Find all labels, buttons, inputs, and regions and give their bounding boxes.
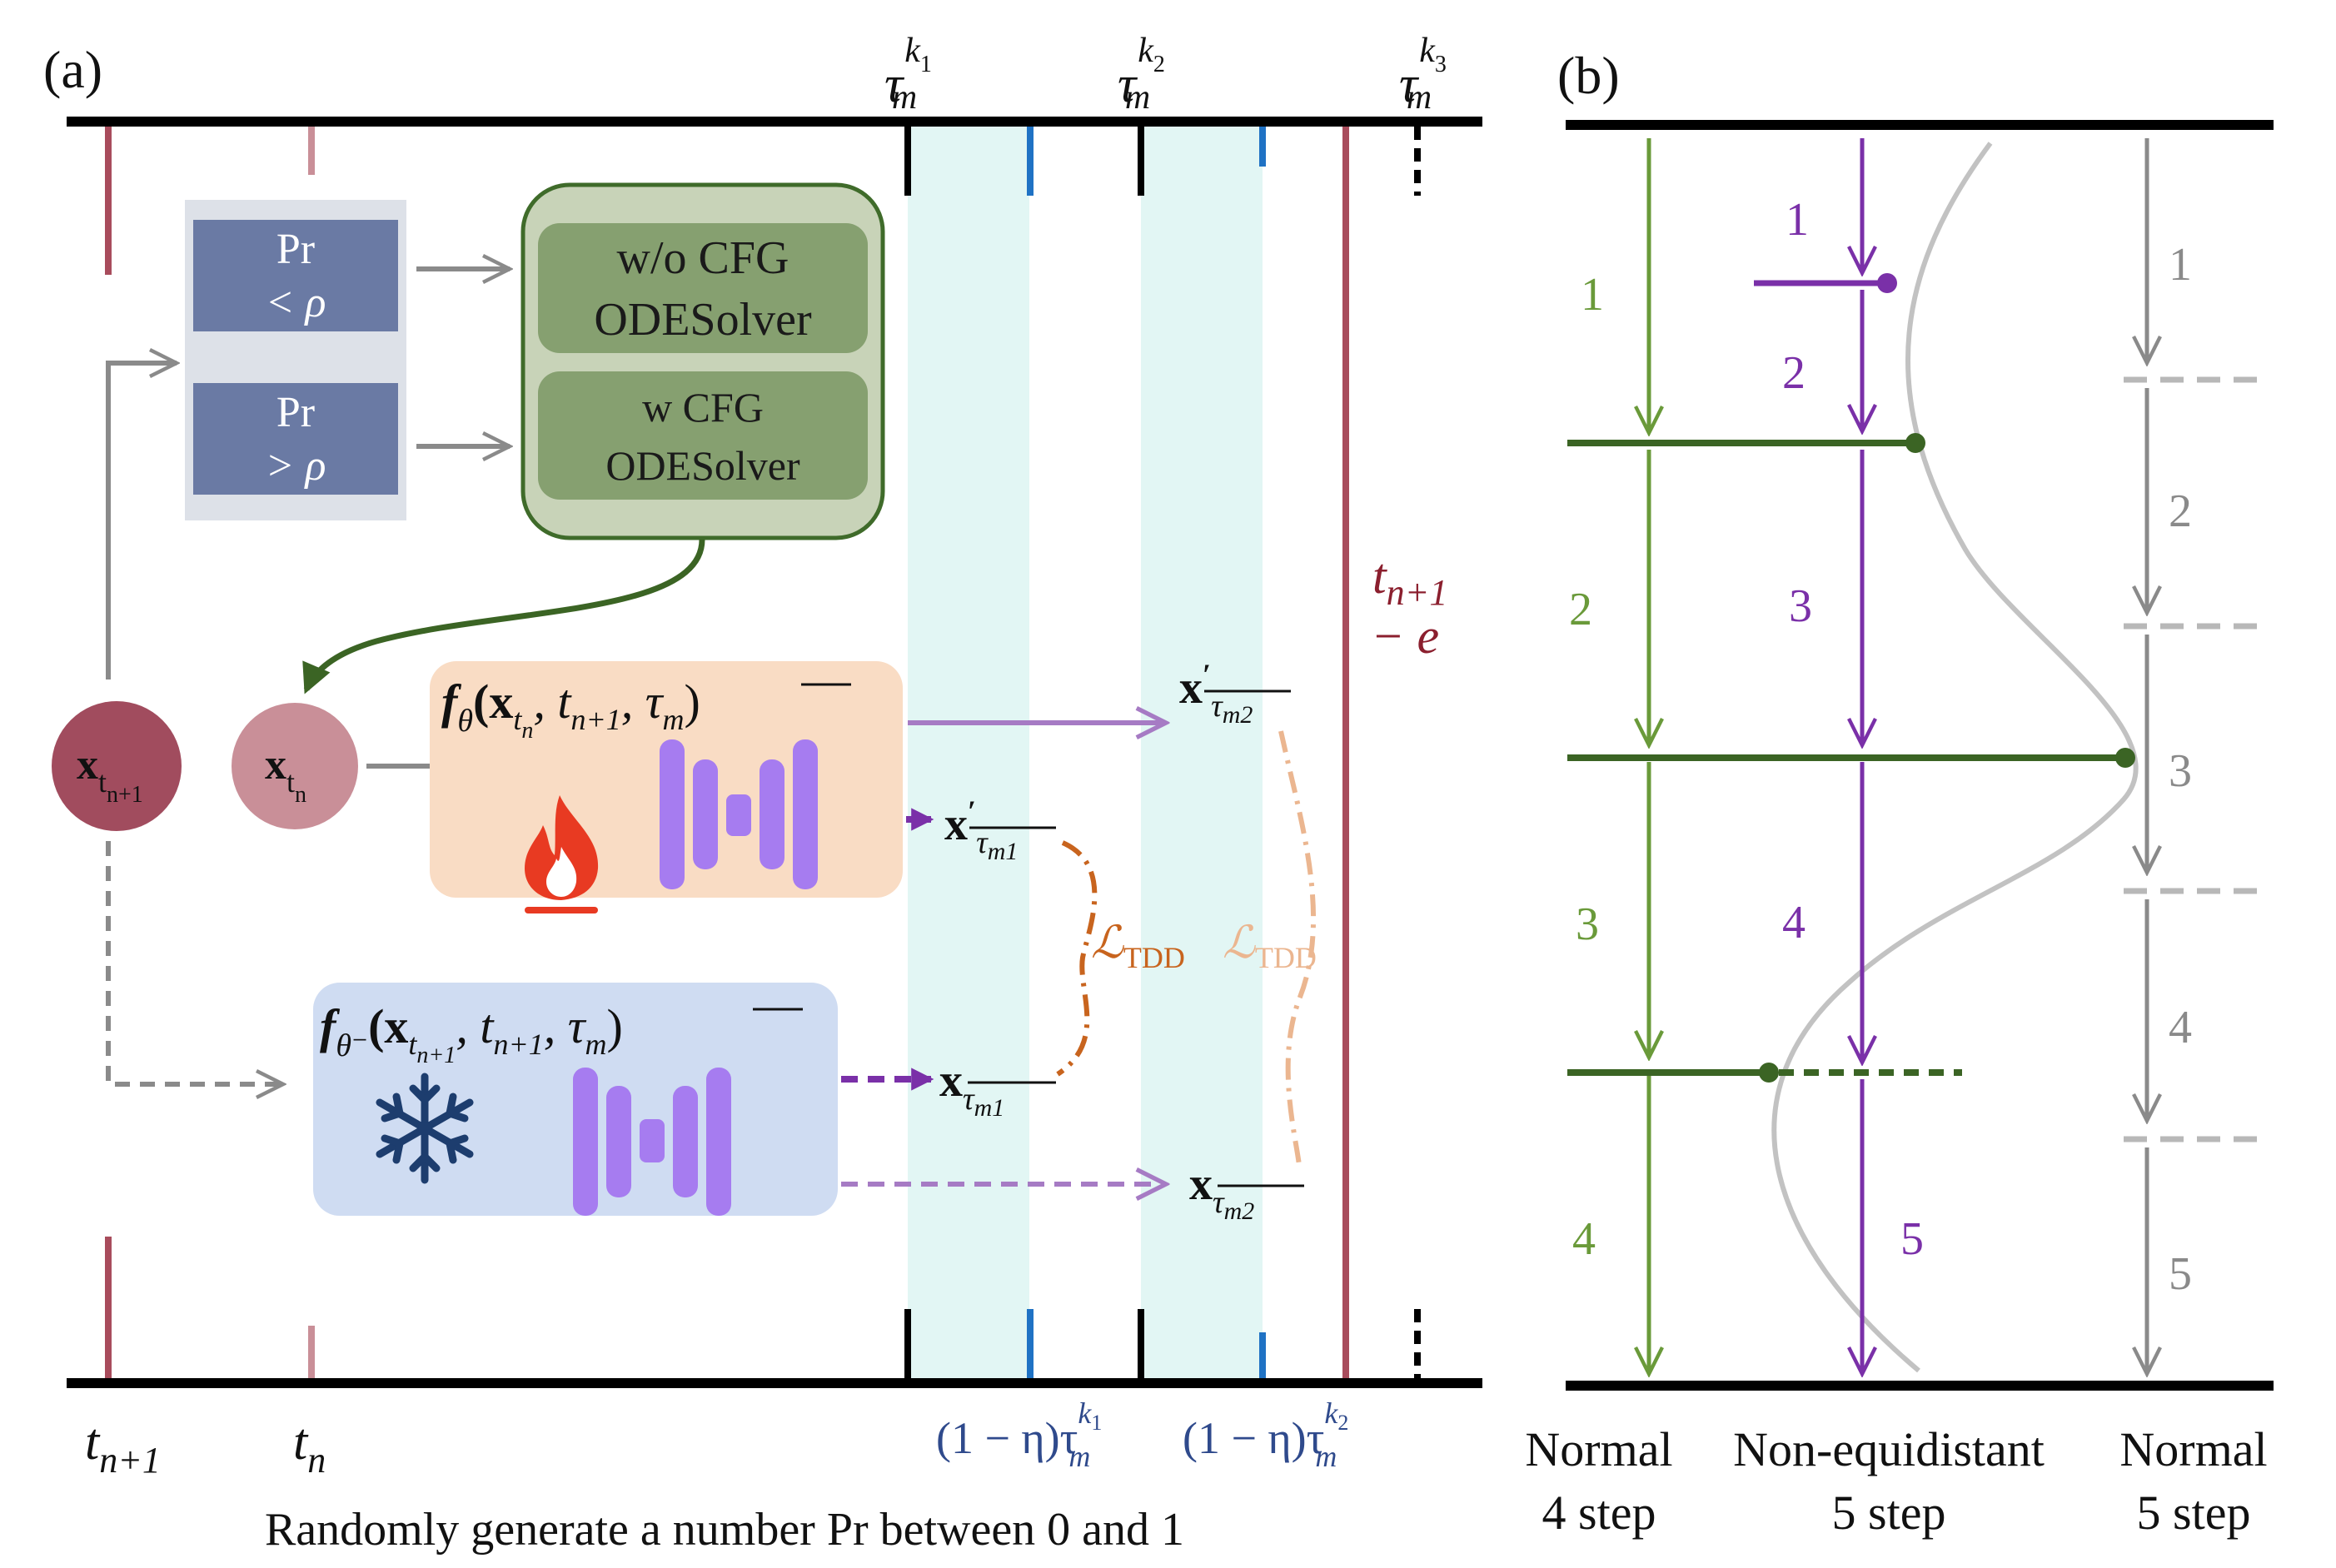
tau-k2-label: τk2 m [1118, 32, 1165, 117]
solver-wo-line1: w/o CFG [617, 232, 789, 284]
f-theta-minus-formula: fθ⁻(xtn+1, tn+1, τm) [320, 999, 623, 1068]
panel-a-label: (a) [43, 40, 102, 99]
level-dot-1 [1905, 433, 1925, 453]
level-dot-2 [2115, 748, 2135, 768]
f-theta-formula: fθ(xtn, tn+1, τm) [441, 674, 700, 744]
purple-step-1: 1 [1786, 194, 1809, 246]
snowflake-icon [376, 1073, 474, 1184]
arrow-xtn1-to-fthetaminus [106, 841, 283, 1084]
gray-step-1: 1 [2169, 239, 2192, 291]
column-normal-5: 1 2 3 4 5 [2124, 138, 2262, 1374]
green-step-3: 3 [1576, 898, 1599, 950]
caption-nonequi-line1: Non-equidistant [1733, 1422, 2045, 1476]
flame-icon [525, 795, 599, 913]
panel-b: (b) 1 2 3 4 [1525, 46, 2274, 1540]
pr-less-line2: < ρ [265, 279, 326, 326]
solver-w-line2: ODESolver [605, 442, 800, 489]
pr-less-box [193, 220, 398, 331]
solver-wo-line2: ODESolver [594, 294, 812, 346]
column-normal-4: 1 2 3 4 [1569, 138, 1649, 1374]
tau-k3-label: τk3 m [1399, 32, 1447, 117]
panel-a: (a) τk1 m τk2 m τk3 m Pr < ρ Pr [43, 32, 1482, 1556]
column-non-equidistant: 1 2 3 4 5 [1754, 138, 1924, 1374]
loss2-label: ℒTDD [1223, 918, 1317, 974]
caption-nonequi-line2: 5 step [1832, 1486, 1946, 1540]
gray-step-4: 4 [2169, 1002, 2192, 1053]
network-icon-frozen [573, 1068, 731, 1216]
tau-k1-label: τk1 m [884, 32, 932, 117]
pr-less-line1: Pr [276, 226, 315, 273]
panel-b-label: (b) [1557, 46, 1620, 105]
purple-step-3: 3 [1789, 580, 1812, 632]
gray-step-5: 5 [2169, 1248, 2192, 1300]
pr-greater-line1: Pr [276, 389, 315, 436]
purple-step-4: 4 [1782, 897, 1806, 948]
arrow-xtn1-to-pr [106, 363, 177, 679]
purple-step-2: 2 [1782, 347, 1806, 399]
node-xtn [232, 703, 358, 829]
green-step-2: 2 [1569, 584, 1592, 635]
level-dot-3 [1759, 1063, 1779, 1083]
tn1-minus-e-label-line2: − e [1371, 609, 1439, 664]
eta-k2-label: (1 − η)τk2 m [1183, 1396, 1348, 1473]
caption-normal5-line1: Normal [2119, 1422, 2267, 1476]
green-step-4: 4 [1572, 1213, 1596, 1265]
arrow-solver-to-xtn [302, 539, 705, 694]
purple-step-5: 5 [1900, 1213, 1924, 1265]
node-xtn1-label: xtn+1 [77, 741, 143, 808]
pr-greater-line2: > ρ [265, 442, 326, 490]
axis-label-tn: tn [293, 1414, 326, 1481]
loss-curve-m1 [1056, 840, 1098, 1077]
schedule-curve [1771, 142, 2139, 1373]
solver-wo-box [538, 223, 868, 353]
solver-w-box [538, 371, 868, 500]
tn1-minus-e-label-line1: tn+1 [1372, 549, 1447, 613]
caption-normal4-line2: 4 step [1542, 1486, 1656, 1540]
eta-k1-label: (1 − η)τk1 m [936, 1396, 1102, 1473]
x-prime-m2-label: x′τm2 [1179, 658, 1253, 729]
node-xtn-label: xtn [265, 741, 306, 808]
purple-level-dot [1877, 273, 1897, 293]
panel-a-caption: Randomly generate a number Pr between 0 … [265, 1504, 1184, 1556]
caption-normal4-line1: Normal [1525, 1422, 1672, 1476]
node-xtn1 [52, 701, 182, 831]
network-icon-hot [660, 739, 818, 889]
solver-w-line1: w CFG [642, 384, 764, 431]
pr-greater-box [193, 383, 398, 495]
gray-step-2: 2 [2169, 485, 2192, 537]
teal-band-k1 [908, 123, 1029, 1382]
x-prime-m1-label: x′τm1 [944, 794, 1018, 865]
axis-label-tn1: tn+1 [85, 1414, 161, 1481]
x-m1-label: xτm1 [939, 1055, 1004, 1122]
loss-curve-m2 [1278, 730, 1317, 1168]
gray-step-3: 3 [2169, 745, 2192, 797]
x-m2-label: xτm2 [1189, 1158, 1254, 1225]
loss1-label: ℒTDD [1091, 918, 1185, 974]
green-step-1: 1 [1581, 269, 1604, 321]
caption-normal5-line2: 5 step [2137, 1486, 2251, 1540]
